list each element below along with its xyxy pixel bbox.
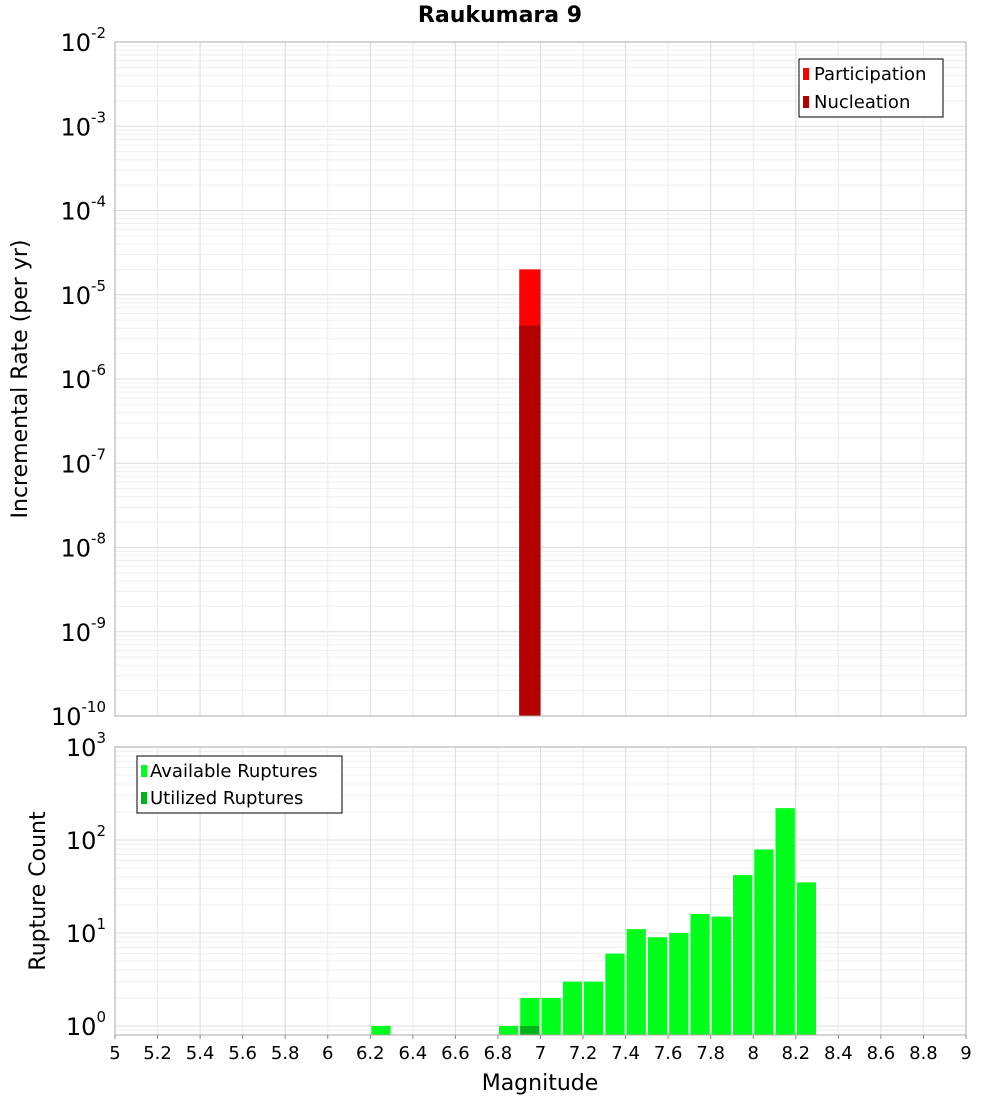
- top-y-tick-label: 10-7: [60, 445, 106, 478]
- top-plot-bars: [519, 269, 541, 716]
- x-tick-label: 6.2: [356, 1043, 385, 1064]
- bottom-bar-available-ruptures: [626, 929, 646, 1035]
- legend-swatch-utilized: [141, 792, 147, 804]
- top-y-tick-label: 10-9: [60, 614, 106, 647]
- x-tick-label: 5.4: [186, 1043, 215, 1064]
- top-legend: Participation Nucleation: [798, 58, 944, 118]
- top-y-tick-label: 10-5: [60, 277, 106, 310]
- top-legend-box: [798, 58, 944, 118]
- legend-swatch-nucleation: [803, 96, 809, 108]
- x-tick-label: 5.8: [271, 1043, 300, 1064]
- x-tick-label: 7: [535, 1043, 546, 1064]
- x-tick-label: 7.2: [569, 1043, 598, 1064]
- top-y-tick-label: 10-6: [60, 361, 106, 394]
- bottom-bar-available-ruptures: [754, 849, 774, 1035]
- x-tick-label: 8.6: [867, 1043, 896, 1064]
- x-tick-label: 5: [109, 1043, 120, 1064]
- x-tick-label: 6.4: [399, 1043, 428, 1064]
- bottom-legend-box: [136, 755, 343, 814]
- x-tick-label: 7.6: [654, 1043, 683, 1064]
- legend-label-participation: Participation: [814, 64, 926, 85]
- bottom-bar-available-ruptures: [371, 1025, 391, 1035]
- x-tick-label: 9: [960, 1043, 971, 1064]
- x-axis-ticks: 5 5.2 5.4 5.6 5.8 6 6.2 6.4 6.6 6.8 7 7.2 7.4 7.6 7.8 8…: [109, 1035, 972, 1064]
- x-tick-label: 7.8: [696, 1043, 725, 1064]
- bottom-y-tick-label: 102: [66, 822, 106, 855]
- x-tick-label: 8.8: [909, 1043, 938, 1064]
- bottom-bar-available-ruptures: [605, 953, 625, 1035]
- bottom-legend: Available Ruptures Utilized Ruptures: [136, 755, 343, 814]
- top-y-tick-label: 10-3: [60, 108, 106, 141]
- legend-swatch-participation: [803, 68, 809, 80]
- bottom-bar-available-ruptures: [775, 808, 795, 1035]
- bottom-bar-available-ruptures: [711, 916, 731, 1035]
- x-tick-label: 5.6: [228, 1043, 257, 1064]
- top-y-axis-ticks: 10-2 10-3 10-4 10-5 10-6 10-7 10-8 10-9 10-10: [51, 24, 106, 731]
- top-bar-nucleation: [519, 325, 541, 716]
- bottom-bar-available-ruptures: [520, 997, 540, 1035]
- bottom-bar-utilized-ruptures: [520, 1025, 540, 1035]
- x-tick-label: 5.2: [143, 1043, 172, 1064]
- bottom-y-tick-label: 100: [66, 1008, 106, 1041]
- x-tick-label: 7.4: [611, 1043, 640, 1064]
- bottom-bar-available-ruptures: [498, 1025, 519, 1035]
- bottom-bar-available-ruptures: [647, 937, 668, 1035]
- bottom-plot-bars: [371, 808, 817, 1035]
- bottom-bar-available-ruptures: [732, 875, 753, 1035]
- top-y-tick-label: 10-2: [60, 24, 106, 57]
- x-tick-label: 8.2: [781, 1043, 810, 1064]
- x-tick-label: 8: [748, 1043, 759, 1064]
- top-plot-frame: [114, 41, 967, 717]
- bottom-bar-available-ruptures: [690, 914, 710, 1035]
- bottom-bar-available-ruptures: [562, 981, 583, 1035]
- bottom-y-axis-label: Rupture Count: [26, 811, 51, 971]
- legend-label-nucleation: Nucleation: [814, 92, 910, 113]
- chart-title: Raukumara 9: [418, 3, 582, 28]
- bottom-y-tick-label: 103: [66, 729, 106, 762]
- bottom-bar-available-ruptures: [584, 981, 604, 1035]
- x-tick-label: 6.6: [441, 1043, 470, 1064]
- bottom-y-tick-label: 101: [66, 915, 106, 948]
- top-y-tick-label: 10-8: [60, 530, 106, 563]
- legend-label-available: Available Ruptures: [150, 761, 318, 782]
- top-y-axis-label: Incremental Rate (per yr): [8, 240, 33, 519]
- bottom-bar-available-ruptures: [669, 932, 689, 1035]
- bottom-bar-available-ruptures: [541, 997, 561, 1035]
- bottom-bar-available-ruptures: [796, 882, 817, 1035]
- legend-swatch-available: [141, 765, 147, 777]
- x-tick-label: 8.4: [824, 1043, 853, 1064]
- bottom-y-axis-ticks: 103 102 101 100: [66, 729, 106, 1041]
- legend-label-utilized: Utilized Ruptures: [150, 788, 303, 809]
- top-y-tick-label: 10-10: [51, 698, 106, 731]
- x-tick-label: 6: [322, 1043, 333, 1064]
- top-y-tick-label: 10-4: [60, 193, 106, 226]
- x-tick-label: 6.8: [484, 1043, 513, 1064]
- x-axis-label: Magnitude: [482, 1071, 599, 1096]
